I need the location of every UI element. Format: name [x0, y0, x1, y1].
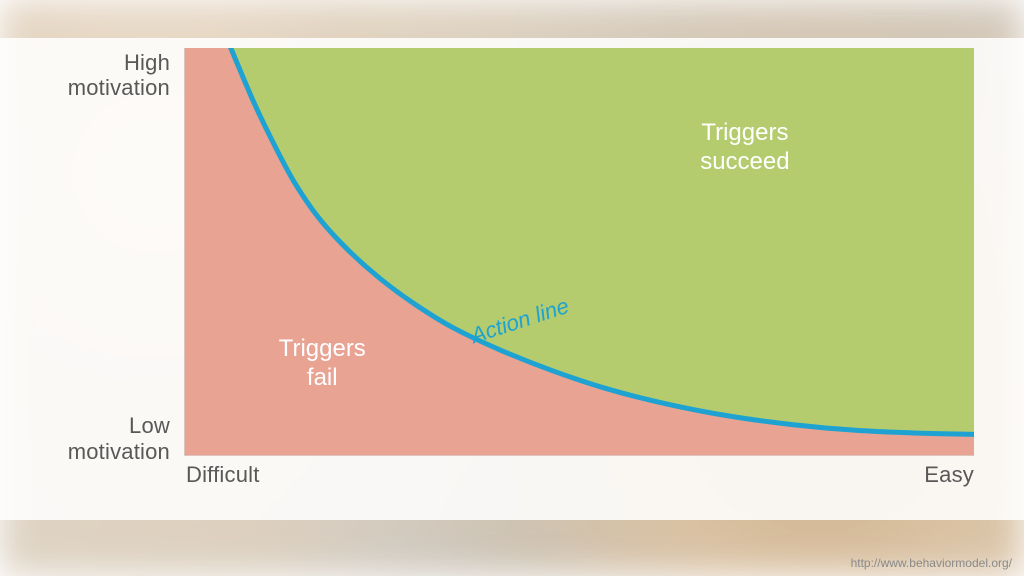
behavior-model-chart: [184, 48, 974, 456]
x-axis-label-easy: Easy: [924, 462, 974, 488]
y-axis-label-high: Highmotivation: [68, 50, 170, 101]
x-axis-label-difficult: Difficult: [186, 462, 260, 488]
triggers-fail-label: Triggersfail: [279, 335, 366, 393]
triggers-succeed-label: Triggerssucceed: [700, 119, 789, 177]
y-axis-label-low: Lowmotivation: [68, 413, 170, 464]
credit-url: http://www.behaviormodel.org/: [851, 556, 1012, 570]
